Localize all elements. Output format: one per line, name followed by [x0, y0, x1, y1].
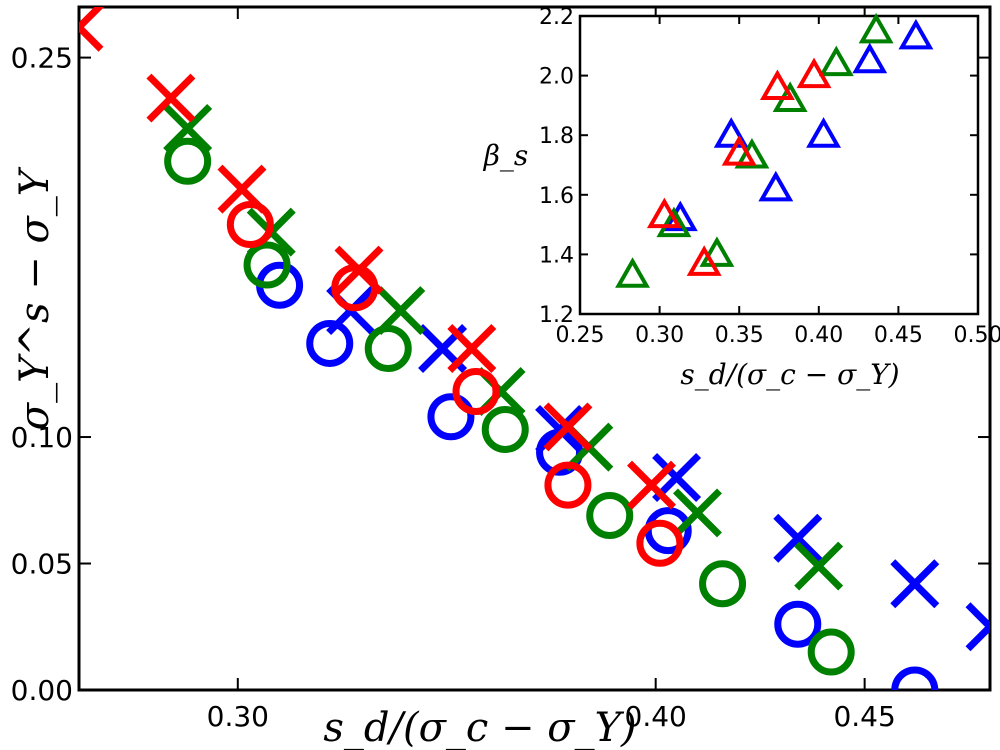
chart-1-ytick-3-label: 1.8	[539, 124, 574, 149]
chart-0-ytick-0-label: 0.00	[11, 674, 73, 707]
chart-0-blue-cross-point-4	[773, 513, 823, 563]
chart-1-xtick-2-label: 0.35	[715, 323, 764, 348]
chart-0-green-circle-point-3	[481, 405, 529, 453]
chart-0-red-circle-point-3	[544, 461, 592, 509]
chart-1-blue-triangle-point-2	[758, 170, 794, 202]
chart-0-xtick-1-label: 0.40	[625, 700, 687, 733]
chart-1-xtick-3-label: 0.40	[794, 323, 843, 348]
chart-0-blue-cross-point-6	[965, 602, 990, 652]
main-x-axis-label: s_d/(σ_c − σ_Y)	[323, 705, 636, 750]
chart-1-red-triangle-point-0	[646, 197, 682, 229]
chart-0-xtick-2-label: 0.45	[833, 700, 895, 733]
chart-1-blue-triangle-point-5	[898, 18, 934, 50]
chart-1-blue-triangle-point-3	[806, 117, 842, 148]
chart-1-green-triangle-point-5	[818, 45, 854, 77]
inset-plot-markers	[615, 12, 934, 288]
chart-1-xtick-5-label: 0.50	[954, 323, 1000, 348]
chart-0-red-cross-point-0	[79, 7, 104, 52]
chart-0-green-cross-point-6	[794, 541, 844, 591]
chart-1-ytick-0-label: 1.2	[539, 303, 574, 328]
chart-1-red-triangle-point-4	[796, 57, 832, 89]
chart-1-green-triangle-point-0	[615, 257, 650, 288]
main-axis-ticks: 0.30 0.40 0.45 0.00 0.05 0.10 0.25	[11, 7, 990, 733]
chart-1-blue-triangle-point-1	[713, 117, 749, 148]
chart-0-green-circle-point-1	[243, 241, 291, 289]
chart-0-green-circle-point-0	[164, 137, 212, 185]
chart-0-red-cross-point-1	[146, 73, 196, 123]
chart-1-ytick-4-label: 2.0	[539, 65, 574, 90]
chart-0-ytick-1-label: 0.05	[11, 548, 73, 581]
chart-0-red-circle-point-0	[226, 201, 274, 249]
chart-1-red-triangle-point-1	[686, 245, 722, 276]
inset-axis-ticks: 0.25 0.30 0.35 0.40 0.45 0.50 1.2 1.4 1.6 1.8 2.0 2…	[539, 5, 1000, 348]
chart-0-red-circle-point-4	[636, 519, 684, 567]
chart-1-blue-triangle-point-4	[852, 42, 888, 74]
chart-1-green-triangle-point-6	[858, 12, 894, 44]
chart-0-xtick-0-label: 0.30	[207, 700, 269, 733]
main-plot-markers	[79, 7, 990, 690]
chart-1-xtick-0-label: 0.25	[556, 323, 605, 348]
chart-0-red-cross-point-4	[447, 324, 497, 373]
chart-0-red-cross-point-6	[627, 460, 676, 510]
chart-1-red-triangle-point-3	[759, 69, 795, 101]
chart-1-green-triangle-point-2	[699, 236, 735, 267]
chart-0-blue-circle-point-5	[774, 600, 822, 648]
inset-x-axis-label: s_d/(σ_c − σ_Y)	[680, 358, 899, 391]
chart-0-red-circle-point-1	[331, 264, 379, 312]
chart-0-green-circle-point-6	[807, 628, 855, 676]
chart-1-green-triangle-point-1	[656, 206, 692, 238]
chart-0-blue-circle-point-6	[891, 666, 939, 690]
chart-0-blue-circle-point-2	[427, 393, 475, 441]
chart-0-blue-cross-point-5	[890, 559, 940, 609]
chart-0-ytick-3-label: 0.25	[11, 42, 73, 75]
chart-0-green-circle-point-4	[586, 491, 634, 539]
chart-0-green-circle-point-5	[699, 560, 747, 608]
chart-0-blue-circle-point-1	[306, 319, 354, 367]
chart-0-red-circle-point-2	[452, 368, 500, 416]
chart-1-ytick-1-label: 1.4	[539, 243, 574, 268]
main-y-axis-label: σ_Y^s − σ_Y	[12, 166, 58, 430]
chart-1-ytick-2-label: 1.6	[539, 184, 574, 209]
chart-0-red-cross-point-5	[543, 402, 593, 452]
inset-y-axis-label: β_s	[483, 139, 529, 172]
chart-1-green-triangle-point-3	[734, 138, 770, 169]
chart-1-xtick-1-label: 0.30	[635, 323, 684, 348]
chart-1-xtick-4-label: 0.45	[874, 323, 923, 348]
inset-plot-frame	[578, 14, 980, 316]
chart-1-red-triangle-point-2	[721, 135, 757, 166]
chart-0-green-circle-point-2	[364, 325, 412, 372]
chart-0-green-cross-point-5	[673, 488, 722, 538]
chart-0-ytick-2-label: 0.10	[11, 421, 73, 454]
chart-1-ytick-5-label: 2.2	[539, 5, 574, 30]
